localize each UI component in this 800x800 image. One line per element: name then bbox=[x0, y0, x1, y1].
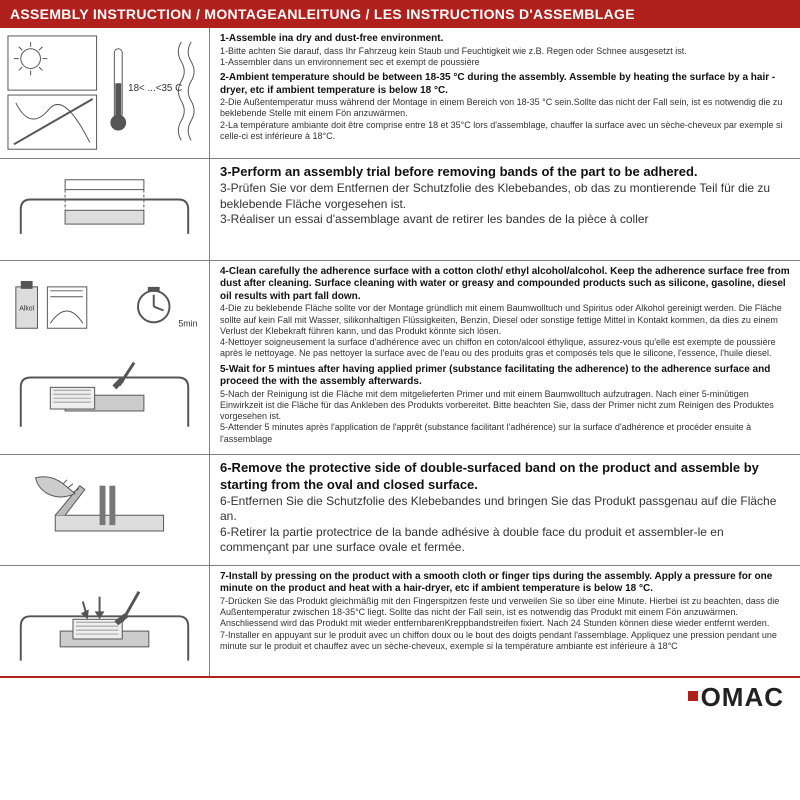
step-subtext: 1-Assembler dans un environnement sec et… bbox=[220, 57, 790, 68]
svg-text:Alkol: Alkol bbox=[19, 305, 34, 312]
step-title: 7-Install by pressing on the product wit… bbox=[220, 571, 790, 596]
text-cell: 6-Remove the protective side of double-s… bbox=[210, 455, 800, 565]
page-header: ASSEMBLY INSTRUCTION / MONTAGEANLEITUNG … bbox=[0, 0, 800, 28]
step-subtext: 4-Die zu beklebende Fläche sollte vor de… bbox=[220, 303, 790, 337]
step-block: 5-Wait for 5 mintues after having applie… bbox=[220, 364, 790, 445]
step-subtext: 6-Entfernen Sie die Schutzfolie des Kleb… bbox=[220, 494, 790, 525]
step-subtext: 5-Nach der Reinigung ist die Fläche mit … bbox=[220, 389, 790, 423]
logo: OMAC bbox=[688, 682, 784, 713]
diagram-cell bbox=[0, 566, 210, 677]
step-subtext: 3-Prüfen Sie vor dem Entfernen der Schut… bbox=[220, 181, 790, 212]
instruction-row: 3-Perform an assembly trial before remov… bbox=[0, 158, 800, 260]
logo-red-square bbox=[688, 691, 698, 701]
diagram-cell: 18< ...<35 C bbox=[0, 28, 210, 158]
step-subtext: 7-Drücken Sie das Produkt gleichmäßig mi… bbox=[220, 596, 790, 630]
step-title: 5-Wait for 5 mintues after having applie… bbox=[220, 364, 790, 389]
step-subtext: 6-Retirer la partie protectrice de la ba… bbox=[220, 525, 790, 556]
text-cell: 1-Assemble ina dry and dust-free environ… bbox=[210, 28, 800, 158]
step-block: 4-Clean carefully the adherence surface … bbox=[220, 266, 790, 360]
step-subtext: 4-Nettoyer soigneusement la surface d'ad… bbox=[220, 337, 790, 360]
instruction-rows: 18< ...<35 C 1-Assemble ina dry and dust… bbox=[0, 28, 800, 676]
text-cell: 4-Clean carefully the adherence surface … bbox=[210, 261, 800, 454]
step-subtext: 2-La température ambiante doit être comp… bbox=[220, 120, 790, 143]
step-block: 1-Assemble ina dry and dust-free environ… bbox=[220, 33, 790, 68]
diagram-cell: Alkol 5min bbox=[0, 261, 210, 454]
text-cell: 7-Install by pressing on the product wit… bbox=[210, 566, 800, 677]
step-subtext: 3-Réaliser un essai d'assemblage avant d… bbox=[220, 212, 790, 228]
press-diagram bbox=[6, 572, 203, 671]
header-title: ASSEMBLY INSTRUCTION / MONTAGEANLEITUNG … bbox=[10, 6, 635, 22]
logo-text: OMAC bbox=[701, 682, 784, 713]
instruction-row: 7-Install by pressing on the product wit… bbox=[0, 565, 800, 677]
step-title: 6-Remove the protective side of double-s… bbox=[220, 460, 790, 494]
step-block: 3-Perform an assembly trial before remov… bbox=[220, 164, 790, 228]
footer: OMAC bbox=[0, 676, 800, 713]
step-block: 2-Ambient temperature should be between … bbox=[220, 72, 790, 142]
step-subtext: 1-Bitte achten Sie darauf, dass Ihr Fahr… bbox=[220, 46, 790, 57]
svg-text:18< ...<35 C: 18< ...<35 C bbox=[128, 83, 182, 94]
instruction-row: 6-Remove the protective side of double-s… bbox=[0, 454, 800, 565]
step-title: 3-Perform an assembly trial before remov… bbox=[220, 164, 790, 181]
step-subtext: 2-Die Außentemperatur muss während der M… bbox=[220, 97, 790, 120]
instruction-row: Alkol 5min 4-Clean carefully the adheren… bbox=[0, 260, 800, 454]
clean-diagram: Alkol 5min bbox=[6, 279, 203, 437]
temperature-diagram: 18< ...<35 C bbox=[6, 34, 203, 152]
diagram-cell bbox=[0, 455, 210, 565]
peel-diagram bbox=[6, 466, 203, 555]
step-block: 7-Install by pressing on the product wit… bbox=[220, 571, 790, 652]
step-title: 4-Clean carefully the adherence surface … bbox=[220, 266, 790, 304]
diagram-cell bbox=[0, 159, 210, 260]
step-title: 1-Assemble ina dry and dust-free environ… bbox=[220, 33, 790, 46]
trial-diagram bbox=[6, 165, 203, 254]
instruction-row: 18< ...<35 C 1-Assemble ina dry and dust… bbox=[0, 28, 800, 158]
step-title: 2-Ambient temperature should be between … bbox=[220, 72, 790, 97]
step-subtext: 5-Attender 5 minutes après l'application… bbox=[220, 422, 790, 445]
text-cell: 3-Perform an assembly trial before remov… bbox=[210, 159, 800, 260]
step-subtext: 7-Installer en appuyant sur le produit a… bbox=[220, 630, 790, 653]
step-block: 6-Remove the protective side of double-s… bbox=[220, 460, 790, 556]
svg-text:5min: 5min bbox=[178, 318, 197, 328]
